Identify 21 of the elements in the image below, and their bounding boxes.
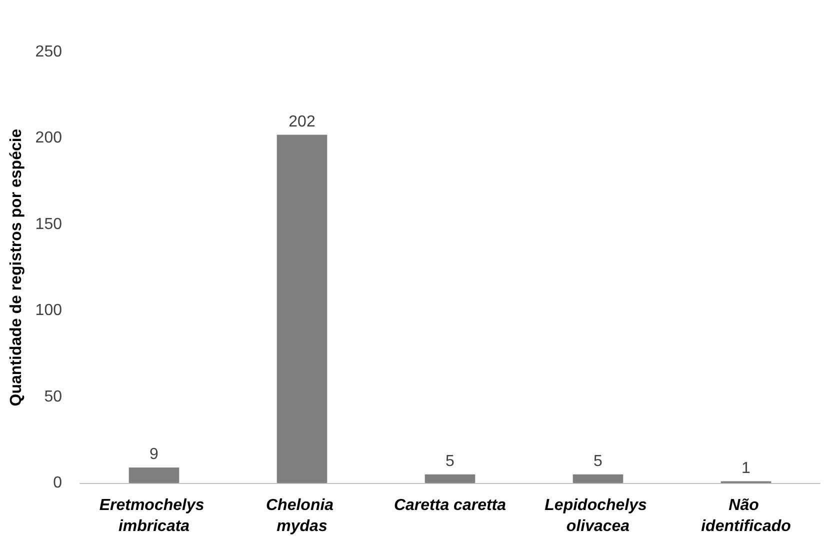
data-label: 202 [288,113,316,130]
bar [128,467,180,483]
x-tick-label: Não identificado [701,497,792,535]
y-tick-label: 200 [35,130,62,147]
y-tick-label: 50 [44,388,62,406]
x-tick-label: Lepidochelys olivacea [544,497,652,535]
data-label: 1 [742,460,751,477]
y-tick-label: 0 [53,474,62,492]
x-tick-label: Chelonia mydas [266,497,338,535]
data-label: 9 [150,446,159,463]
y-tick-label: 150 [35,216,62,233]
x-tick-label: Eretmochelys imbricata [99,497,209,535]
y-tick-label: 100 [35,302,62,320]
bar [572,474,624,483]
data-label: 5 [594,452,603,470]
data-label: 5 [446,452,455,470]
y-tick-label: 250 [35,44,62,60]
x-tick-label: Caretta caretta [394,497,506,514]
bar [276,134,328,483]
y-axis-title: Quantidade de registros por espécie [8,128,25,406]
bar [424,474,476,483]
